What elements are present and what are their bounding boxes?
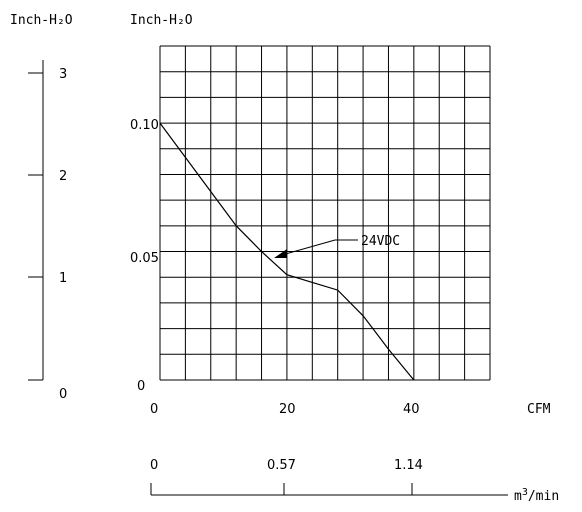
inner-axis-label: Inch-H₂O bbox=[130, 13, 193, 28]
inner-tick-label: 0.05 bbox=[130, 251, 159, 266]
secondary-tick-label: 1.14 bbox=[394, 458, 423, 473]
inner-tick-label: 0.10 bbox=[130, 118, 159, 133]
series-label: 24VDC bbox=[361, 234, 400, 249]
x-tick-label: 20 bbox=[279, 402, 296, 417]
plot-grid bbox=[159, 45, 491, 381]
left-axis-label: Inch-H₂O bbox=[10, 13, 73, 28]
x-tick-label: 0 bbox=[150, 402, 158, 417]
x-axis-unit: CFM bbox=[527, 402, 551, 417]
series-annotation: 24VDC bbox=[274, 234, 400, 258]
secondary-x-unit: m3/min bbox=[514, 487, 559, 504]
secondary-tick-label: 0.57 bbox=[267, 458, 296, 473]
annotation-arrowhead bbox=[274, 249, 287, 258]
secondary-tick-label: 0 bbox=[150, 458, 158, 473]
left-tick-label: 1 bbox=[59, 271, 67, 286]
left-tick-label: 3 bbox=[59, 67, 67, 82]
left-tick-label: 0 bbox=[59, 387, 67, 402]
series-line-24vdc bbox=[159, 122, 415, 381]
x-tick-label: 40 bbox=[403, 402, 420, 417]
left-axis: 3 2 1 0 bbox=[28, 60, 67, 402]
inner-tick-label: 0 bbox=[137, 379, 145, 394]
secondary-x-axis: 0 0.57 1.14 m3/min bbox=[150, 458, 559, 504]
annotation-leader bbox=[281, 239, 336, 256]
left-tick-label: 2 bbox=[59, 169, 67, 184]
